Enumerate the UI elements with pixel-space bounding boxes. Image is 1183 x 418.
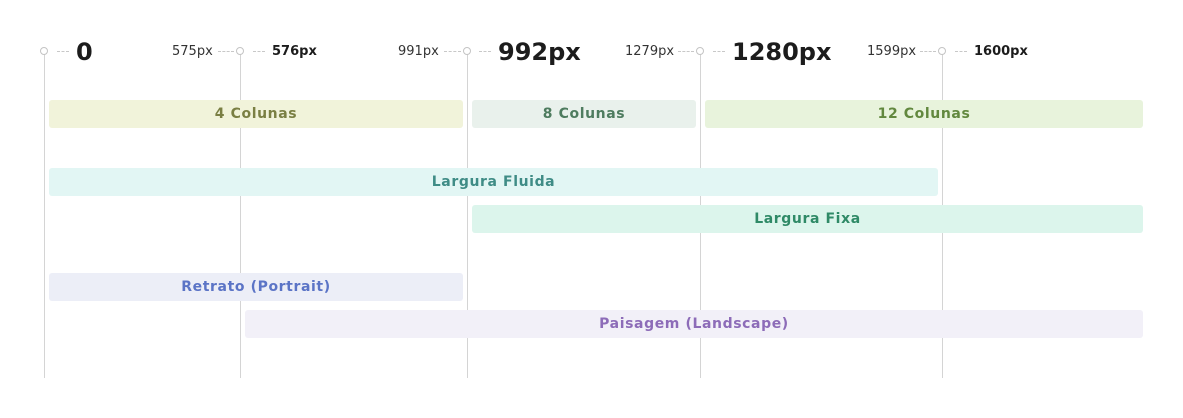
range-end-label-1599: 1599px: [867, 44, 917, 59]
connector-dash: [479, 51, 491, 52]
breakpoint-label-576: 576px: [272, 44, 317, 59]
range-end-label-575: 575px: [172, 44, 213, 59]
breakpoint-marker: [938, 47, 946, 55]
connector-dash: [253, 51, 265, 52]
bar-fixed-width: Largura Fixa: [472, 205, 1143, 233]
breakpoint-marker: [40, 47, 48, 55]
breakpoint-label-1600: 1600px: [974, 44, 1028, 59]
breakpoint-marker: [696, 47, 704, 55]
breakpoint-label-0: 0: [76, 38, 93, 66]
range-end-label-1279: 1279px: [625, 44, 675, 59]
connector-dash: [218, 51, 234, 52]
connector-dash: [955, 51, 967, 52]
bar-landscape: Paisagem (Landscape): [245, 310, 1143, 338]
connector-dash: [57, 51, 69, 52]
breakpoint-label-992: 992px: [498, 38, 581, 66]
bar-portrait: Retrato (Portrait): [49, 273, 463, 301]
connector-dash: [444, 51, 461, 52]
breakpoint-label-1280: 1280px: [732, 38, 832, 66]
bar-8-columns: 8 Colunas: [472, 100, 696, 128]
breakpoint-marker: [463, 47, 471, 55]
breakpoint-marker: [236, 47, 244, 55]
gridline-576: [240, 52, 241, 378]
range-end-label-991: 991px: [398, 44, 439, 59]
gridline-0: [44, 52, 45, 378]
bar-fluid-width: Largura Fluida: [49, 168, 938, 196]
bar-4-columns: 4 Colunas: [49, 100, 463, 128]
connector-dash: [920, 51, 936, 52]
connector-dash: [678, 51, 694, 52]
connector-dash: [713, 51, 725, 52]
bar-12-columns: 12 Colunas: [705, 100, 1143, 128]
gridline-992: [467, 52, 468, 378]
